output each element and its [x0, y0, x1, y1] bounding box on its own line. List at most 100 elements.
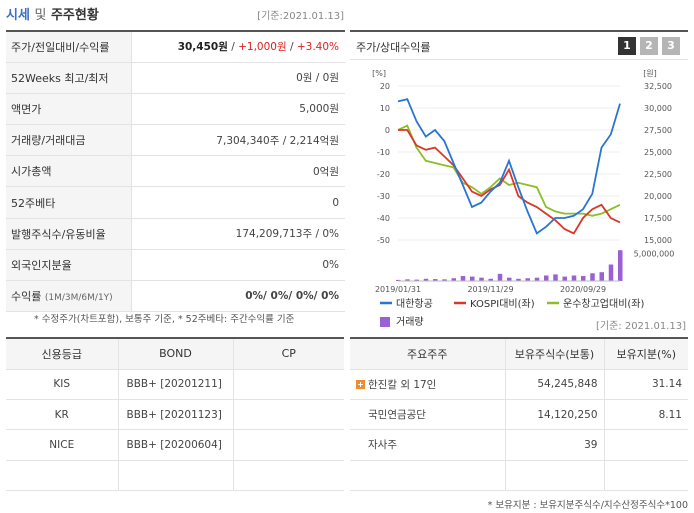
volume-bar: [451, 278, 456, 281]
row-label: 수익률 (1M/3M/6M/1Y): [6, 280, 132, 312]
legend-label: 운수창고업대비(좌): [563, 297, 645, 310]
table-row: 국민연금공단 14,120,250 8.11: [350, 399, 688, 431]
row-value: 0원 / 0원: [296, 72, 339, 85]
chart-tab-1[interactable]: 1: [618, 37, 636, 55]
row-value: 5,000원: [299, 103, 339, 116]
table-row: 자사주 39: [350, 429, 688, 461]
holder-name-cell: + 한진칼 외 17인: [350, 369, 506, 400]
volume-bar: [618, 250, 623, 281]
bond-cell: BBB+ [20201123]: [118, 399, 234, 431]
table-row: KR BBB+ [20201123]: [6, 399, 344, 431]
left-tick-label: 0: [385, 126, 390, 135]
major-shareholders-table: 주요주주 보유주식수(보통) 보유지분(%) + 한진칼 외 17인 54,245…: [350, 337, 688, 492]
left-tick-label: 20: [380, 82, 390, 91]
row-label: 발행주식수/유동비율: [6, 218, 132, 250]
series-line: [397, 98, 621, 235]
row-value: 0%: [322, 258, 339, 271]
volume-bar: [442, 279, 447, 281]
chart-header: [350, 32, 688, 60]
left-axis-unit: [%]: [372, 69, 386, 78]
right-tick-label: 32,500: [644, 82, 672, 91]
legend-label: 거래량: [396, 316, 424, 328]
row-label: 52주베타: [6, 186, 132, 219]
row-label: 액면가: [6, 93, 132, 125]
table-row: 발행주식수/유동비율 174,209,713주 / 0%: [6, 218, 345, 250]
footnote-price: * 수정주가(차트포함), 보통주 기준, * 52주베타: 주간수익률 기준: [34, 314, 295, 325]
bond-cell: BBB+ [20201211]: [118, 369, 234, 400]
volume-bar: [414, 279, 419, 281]
left-tick-label: 10: [380, 104, 390, 113]
volume-bar: [497, 273, 503, 281]
left-tick-label: -40: [377, 214, 390, 223]
right-tick-label: 30,000: [644, 104, 672, 113]
series-line: [398, 129, 621, 235]
left-tick-label: -50: [377, 236, 390, 245]
current-price: 30,450원: [177, 41, 228, 54]
cp-cell: [233, 399, 344, 431]
cp-cell: [233, 429, 344, 461]
section-title-and: 및: [34, 8, 47, 23]
volume-bar: [423, 278, 429, 281]
right-tick-label: 20,000: [644, 192, 672, 201]
agency-cell: NICE: [6, 429, 119, 461]
cp-cell: [233, 460, 344, 492]
volume-bar: [479, 277, 484, 281]
volume-tick-label: 5,000,000: [634, 250, 675, 259]
ratio-cell: [604, 429, 688, 461]
x-tick-label: 2019/11/29: [467, 285, 513, 294]
chart-tab-2[interactable]: 2: [640, 37, 658, 55]
expand-plus-icon[interactable]: +: [356, 379, 365, 389]
table-row: KIS BBB+ [20201211]: [6, 369, 344, 400]
volume-bar: [544, 275, 549, 281]
col-header: CP: [233, 338, 344, 370]
holder-name-cell: 국민연금공단: [350, 399, 506, 431]
right-tick-label: 17,500: [644, 214, 672, 223]
volume-bar: [599, 272, 604, 281]
table-row: 주가/전일대비/수익률 30,450원 / +1,000원 / +3.40%: [6, 31, 345, 63]
price-change: +1,000원: [238, 41, 287, 54]
row-label: 시가총액: [6, 155, 132, 187]
table-row: NICE BBB+ [20200604]: [6, 429, 344, 461]
table-row: [6, 460, 344, 492]
shares-cell: 14,120,250: [505, 399, 605, 431]
shares-cell: 54,245,848: [505, 369, 605, 400]
left-tick-label: -20: [377, 170, 390, 179]
ratio-cell: [604, 460, 688, 492]
chart-tab-3[interactable]: 3: [662, 37, 680, 55]
volume-bar: [460, 276, 466, 281]
table-row: 거래량/거래대금 7,304,340주 / 2,214억원: [6, 124, 345, 156]
table-row: 액면가 5,000원: [6, 93, 345, 125]
volume-bar: [562, 276, 567, 281]
table-row: 52주베타 0: [6, 186, 345, 219]
holder-name-cell: [350, 460, 506, 492]
volume-bar: [553, 274, 558, 281]
table-row: 시가총액 0억원: [6, 155, 345, 187]
row-label: 52Weeks 최고/최저: [6, 62, 132, 94]
ratio-cell: 8.11: [604, 399, 688, 431]
col-header: 보유주식수(보통): [505, 338, 605, 370]
chart-panel: 주가/상대수익률 1 2 3 [%] [원] 20 10 0 -10 -20 -30 -40 -5…: [350, 30, 688, 328]
row-value: 0억원: [312, 165, 339, 178]
right-tick-label: 15,000: [644, 236, 672, 245]
holder-name-cell: 자사주: [350, 429, 506, 461]
price-change-rate: +3.40%: [296, 41, 339, 54]
volume-bar: [534, 277, 540, 281]
volume-bar: [470, 276, 475, 281]
legend-swatch: [380, 317, 390, 327]
series-line: [397, 124, 621, 217]
row-value: 7,304,340주 / 2,214억원: [216, 134, 339, 147]
section-title-main: 시세: [6, 8, 30, 23]
volume-bar: [507, 277, 512, 281]
footnote-holders: * 보유지분 : 보유지분주식수/지수산정주식수*100: [487, 500, 688, 511]
ratio-cell: 31.14: [604, 369, 688, 400]
table-row: + 한진칼 외 17인 54,245,848 31.14: [350, 369, 688, 400]
volume-bar: [590, 273, 595, 281]
volume-bar: [488, 278, 493, 281]
x-tick-label: 2020/09/29: [560, 285, 606, 294]
row-label: 외국인지분율: [6, 249, 132, 281]
bond-cell: [118, 460, 234, 492]
shares-cell: 39: [505, 429, 605, 461]
section-title-sub: 주주현황: [50, 8, 99, 23]
agency-cell: KIS: [6, 369, 119, 400]
agency-cell: KR: [6, 399, 119, 431]
